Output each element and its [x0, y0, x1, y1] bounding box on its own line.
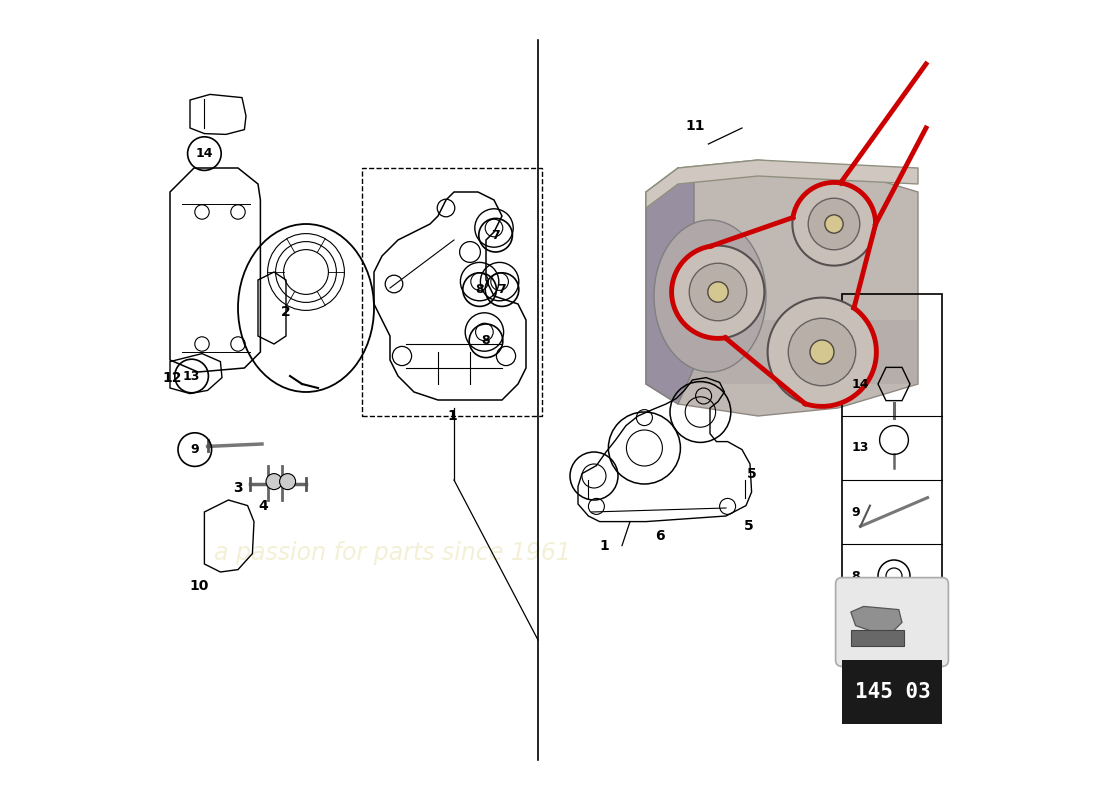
- Circle shape: [690, 263, 747, 321]
- Text: 12: 12: [163, 370, 183, 385]
- Text: 9: 9: [851, 506, 860, 518]
- Text: 7: 7: [851, 634, 860, 646]
- Text: 8: 8: [482, 334, 491, 347]
- Text: 2: 2: [282, 305, 290, 319]
- Circle shape: [825, 215, 844, 233]
- Polygon shape: [646, 160, 918, 416]
- Text: 8: 8: [851, 570, 860, 582]
- Circle shape: [266, 474, 282, 490]
- Text: 7: 7: [497, 283, 506, 296]
- Text: europ: europ: [230, 388, 559, 485]
- Text: 6: 6: [656, 529, 666, 543]
- FancyBboxPatch shape: [836, 578, 948, 666]
- Text: 1: 1: [448, 409, 458, 423]
- Text: 5: 5: [747, 466, 757, 481]
- Text: 4: 4: [258, 498, 268, 513]
- Circle shape: [789, 318, 856, 386]
- Circle shape: [672, 246, 764, 338]
- Text: 11: 11: [686, 119, 705, 134]
- Text: 1: 1: [600, 538, 609, 553]
- Circle shape: [808, 198, 860, 250]
- Polygon shape: [850, 606, 902, 632]
- Polygon shape: [646, 168, 694, 404]
- FancyBboxPatch shape: [842, 660, 942, 724]
- Text: 13: 13: [183, 370, 200, 382]
- Polygon shape: [646, 320, 918, 384]
- Circle shape: [279, 474, 296, 490]
- Text: 8: 8: [475, 283, 484, 296]
- Text: 5: 5: [744, 519, 754, 534]
- Text: 14: 14: [851, 378, 869, 390]
- Text: 145 03: 145 03: [855, 682, 931, 702]
- Text: a passion for parts since 1961: a passion for parts since 1961: [214, 541, 571, 565]
- Text: 9: 9: [190, 443, 199, 456]
- Circle shape: [810, 340, 834, 364]
- Text: 3: 3: [233, 481, 243, 495]
- Circle shape: [768, 298, 877, 406]
- Polygon shape: [850, 630, 903, 646]
- Text: 13: 13: [851, 442, 869, 454]
- Ellipse shape: [654, 220, 766, 372]
- Polygon shape: [646, 160, 918, 208]
- Text: 10: 10: [190, 578, 209, 593]
- Circle shape: [792, 182, 876, 266]
- Text: 7: 7: [492, 229, 500, 242]
- Text: 14: 14: [196, 147, 213, 160]
- Circle shape: [707, 282, 728, 302]
